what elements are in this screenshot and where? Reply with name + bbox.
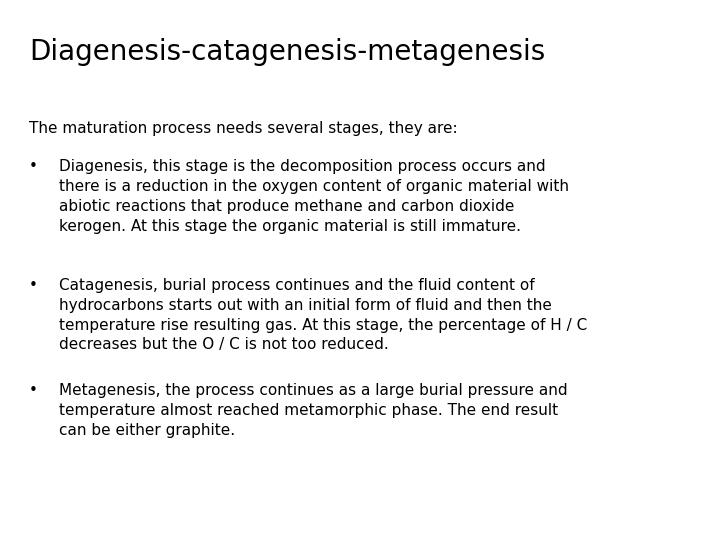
Text: •: • [29,383,37,399]
Text: •: • [29,278,37,293]
Text: Catagenesis, burial process continues and the fluid content of
hydrocarbons star: Catagenesis, burial process continues an… [59,278,588,353]
Text: The maturation process needs several stages, they are:: The maturation process needs several sta… [29,122,457,137]
Text: Metagenesis, the process continues as a large burial pressure and
temperature al: Metagenesis, the process continues as a … [59,383,567,438]
Text: Diagenesis-catagenesis-metagenesis: Diagenesis-catagenesis-metagenesis [29,38,545,66]
Text: Diagenesis, this stage is the decomposition process occurs and
there is a reduct: Diagenesis, this stage is the decomposit… [59,159,569,234]
Text: •: • [29,159,37,174]
